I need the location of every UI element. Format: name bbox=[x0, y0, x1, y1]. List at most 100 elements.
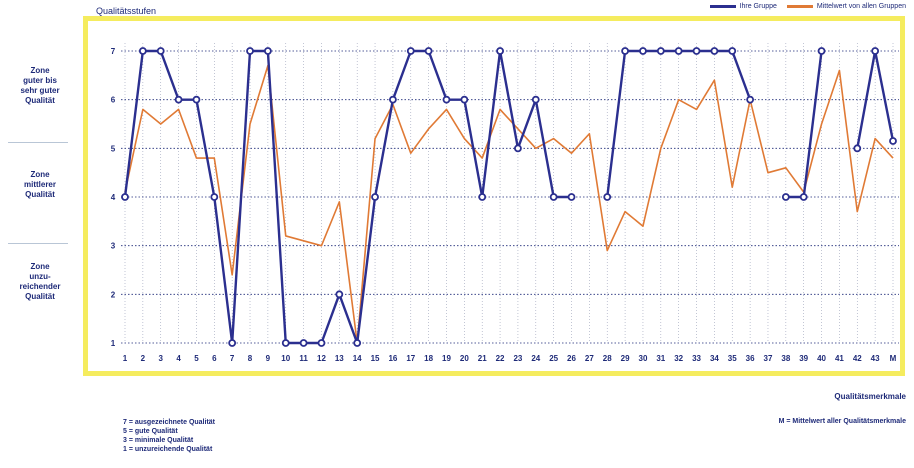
y-axis-title: Qualitätsstufen bbox=[96, 6, 157, 16]
x-tick-label: 30 bbox=[639, 354, 648, 363]
zone-good-line: Zone bbox=[30, 66, 50, 75]
data-point-group bbox=[674, 47, 683, 55]
x-tick-label: 5 bbox=[194, 354, 199, 363]
data-point-group bbox=[389, 95, 397, 104]
x-tick-label: 25 bbox=[549, 354, 558, 363]
data-point-group bbox=[889, 137, 897, 145]
data-point-group bbox=[853, 144, 862, 153]
series-line-ihre-gruppe bbox=[123, 49, 572, 345]
x-tick-label: 12 bbox=[317, 354, 326, 363]
x-tick-label: 32 bbox=[674, 354, 683, 363]
data-point-group bbox=[567, 193, 576, 201]
series-line-mittelwert-von-allen-gruppen bbox=[124, 64, 894, 344]
x-tick-label: 11 bbox=[299, 354, 308, 363]
x-tick-label: 41 bbox=[835, 354, 844, 363]
data-point-group bbox=[781, 193, 790, 201]
data-point-group bbox=[817, 47, 826, 55]
legend-swatch-mean bbox=[786, 5, 813, 8]
y-tick-label: 1 bbox=[111, 339, 116, 348]
x-tick-label: 36 bbox=[746, 354, 755, 363]
data-point-group bbox=[371, 193, 379, 201]
x-tick-label: 17 bbox=[406, 354, 415, 363]
legend-item-mean: Mittelwert von allen Gruppen bbox=[786, 3, 906, 10]
data-point-group bbox=[210, 193, 219, 201]
data-point-group bbox=[335, 290, 344, 299]
data-point-group bbox=[424, 47, 433, 55]
note-line: 3 = minimale Qualität bbox=[123, 437, 194, 444]
quality-scale-notes: 7 = ausgezeichnete Qualität 5 = gute Qua… bbox=[123, 418, 215, 454]
data-point-group bbox=[121, 193, 129, 201]
data-point-group bbox=[692, 47, 701, 55]
x-tick-label: 28 bbox=[603, 354, 612, 363]
data-point-group bbox=[514, 144, 522, 153]
zone-medium-line: mittlerer bbox=[23, 180, 56, 189]
zone-divider-upper bbox=[8, 142, 68, 143]
zone-insufficient-line: unzu- bbox=[29, 272, 51, 281]
data-point-group bbox=[174, 95, 183, 104]
x-tick-label: 27 bbox=[585, 354, 594, 363]
x-tick-label: 38 bbox=[781, 354, 790, 363]
zone-good-line: Qualität bbox=[25, 96, 55, 105]
mean-note: M = Mittelwert aller Qualitätsmerkmale bbox=[778, 418, 906, 425]
x-tick-label: 34 bbox=[710, 354, 719, 363]
x-tick-label: 26 bbox=[567, 354, 576, 363]
x-tick-label: 4 bbox=[176, 354, 181, 363]
x-tick-label: 14 bbox=[353, 354, 362, 363]
data-point-group bbox=[228, 339, 237, 347]
x-tick-label: 16 bbox=[388, 354, 397, 363]
data-point-group bbox=[246, 47, 254, 55]
x-tick-label: 43 bbox=[871, 354, 880, 363]
y-tick-label: 3 bbox=[111, 242, 116, 251]
x-tick-label: 40 bbox=[817, 354, 826, 363]
legend-swatch-group bbox=[709, 5, 736, 8]
data-point-group bbox=[549, 193, 558, 201]
x-tick-label: 1 bbox=[123, 354, 128, 363]
x-tick-label: 33 bbox=[692, 354, 701, 363]
note-line: 7 = ausgezeichnete Qualität bbox=[123, 419, 216, 426]
zone-medium-line: Qualität bbox=[25, 190, 55, 199]
x-tick-label: 7 bbox=[230, 354, 235, 363]
x-tick-label: 23 bbox=[513, 354, 522, 363]
x-tick-label: 15 bbox=[371, 354, 380, 363]
x-tick-label: 19 bbox=[442, 354, 451, 363]
data-point-group bbox=[442, 95, 451, 104]
zone-label-medium: Zone mittlerer Qualität bbox=[4, 170, 76, 200]
x-tick-label: 22 bbox=[496, 354, 505, 363]
legend-label-group: Ihre Gruppe bbox=[739, 3, 777, 10]
x-tick-label: M bbox=[890, 354, 897, 363]
zone-insufficient-line: Qualität bbox=[25, 292, 55, 301]
zone-label-good: Zone guter bis sehr guter Qualität bbox=[4, 66, 76, 106]
x-tick-label: 39 bbox=[799, 354, 808, 363]
x-tick-label: 37 bbox=[764, 354, 773, 363]
data-point-group bbox=[299, 339, 308, 347]
x-tick-label: 6 bbox=[212, 354, 217, 363]
data-point-group bbox=[746, 95, 755, 104]
zone-medium-line: Zone bbox=[30, 170, 50, 179]
zone-insufficient-line: Zone bbox=[30, 262, 50, 271]
x-tick-label: 31 bbox=[656, 354, 665, 363]
legend-item-group: Ihre Gruppe bbox=[709, 3, 777, 10]
x-tick-label: 10 bbox=[281, 354, 290, 363]
data-point-group bbox=[263, 47, 272, 55]
x-tick-label: 20 bbox=[460, 354, 469, 363]
data-point-group bbox=[156, 47, 165, 55]
data-point-group bbox=[281, 339, 290, 347]
data-point-group bbox=[639, 47, 647, 55]
data-point-group bbox=[799, 193, 808, 201]
data-point-group bbox=[656, 47, 665, 55]
note-line: 5 = gute Qualität bbox=[123, 428, 178, 435]
data-point-group bbox=[603, 193, 612, 201]
data-point-group bbox=[353, 339, 362, 347]
y-tick-label: 6 bbox=[111, 96, 116, 105]
legend: Ihre Gruppe Mittelwert von allen Gruppen bbox=[709, 3, 906, 10]
data-point-group bbox=[460, 95, 469, 104]
legend-label-mean: Mittelwert von allen Gruppen bbox=[816, 3, 906, 10]
data-point-group bbox=[710, 47, 719, 55]
data-point-group bbox=[531, 95, 540, 104]
x-tick-label: 24 bbox=[531, 354, 540, 363]
x-tick-label: 29 bbox=[621, 354, 630, 363]
data-point-group bbox=[871, 47, 880, 55]
zone-label-insufficient: Zone unzu- reichender Qualität bbox=[4, 262, 76, 302]
data-point-group bbox=[621, 47, 629, 55]
